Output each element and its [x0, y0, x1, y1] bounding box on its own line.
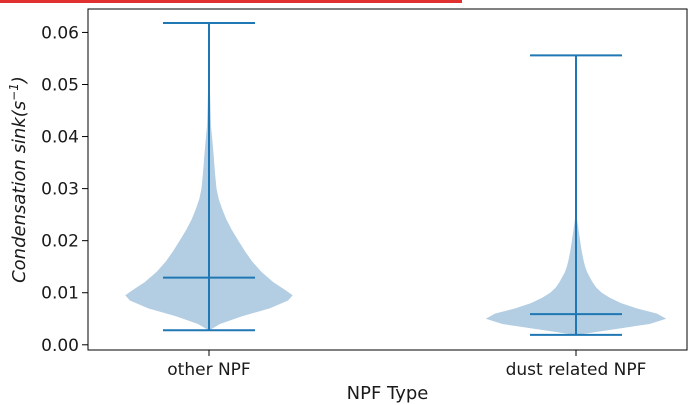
x-axis-title: NPF Type: [347, 383, 429, 404]
y-axis-title: Condensation sink(s−1): [7, 76, 30, 283]
y-axis-title-unit-exp: −1: [7, 83, 21, 101]
y-tick-label: 0.06: [41, 23, 79, 43]
y-tick-label: 0.03: [41, 180, 79, 200]
x-axis-ticks: other NPF dust related NPF: [167, 350, 646, 380]
x-tick-label: other NPF: [167, 360, 250, 380]
y-tick-label: 0.04: [41, 128, 79, 148]
y-axis-title-unit-prefix: (s: [9, 101, 30, 117]
plot-frame: [87, 8, 688, 351]
y-axis-title-unit-suffix: ): [9, 76, 30, 85]
y-tick-label: 0.05: [41, 75, 79, 95]
y-tick-label: 0.02: [41, 232, 79, 252]
top-accent-bar: [0, 0, 462, 3]
y-axis-ticks: 0.00 0.01 0.02 0.03 0.04 0.05 0.06: [41, 23, 88, 356]
y-axis-title-main: Condensation sink: [9, 116, 30, 283]
y-tick-label: 0.00: [41, 336, 79, 356]
violin-series: [125, 22, 667, 336]
x-tick-label: dust related NPF: [506, 360, 647, 380]
y-tick-label: 0.01: [41, 284, 79, 304]
